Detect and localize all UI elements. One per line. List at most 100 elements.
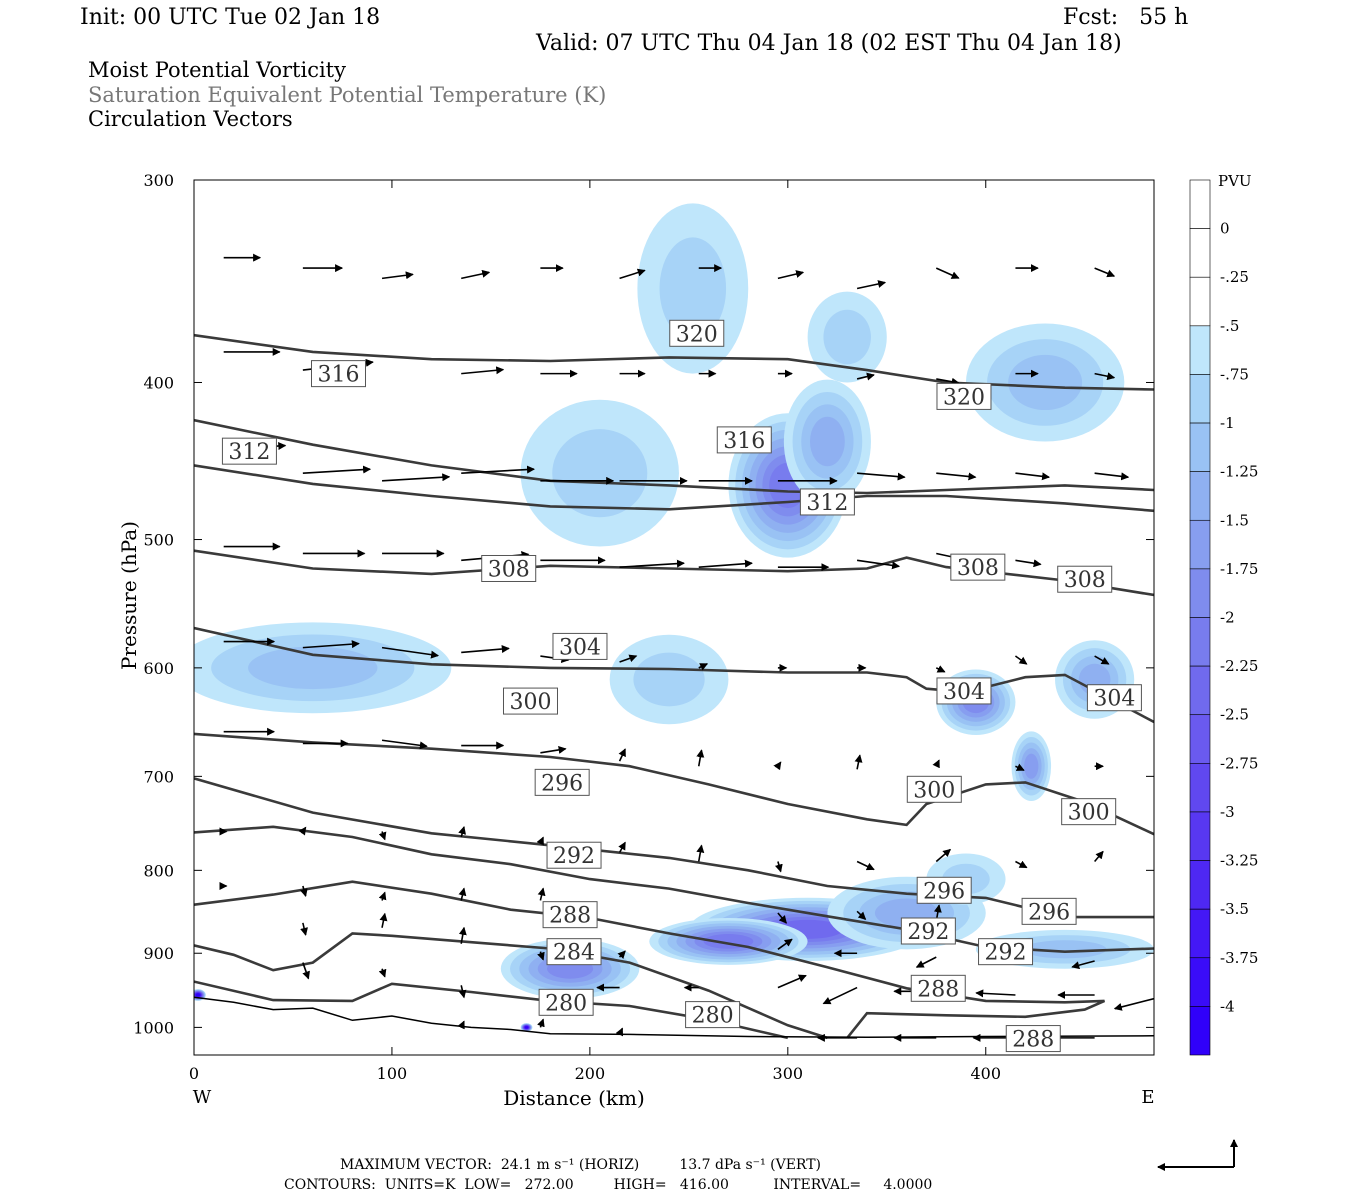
circulation-vector-14: [461, 366, 505, 375]
contour-label-320: 320: [676, 322, 718, 347]
circulation-vector-94: [617, 950, 626, 959]
y-tick-label-400: 400: [143, 373, 174, 392]
x-tick-label-300: 300: [773, 1064, 804, 1083]
circulation-vector-22: [1094, 372, 1116, 381]
circulation-vector-99: [1071, 960, 1095, 970]
circulation-vector-92: [458, 926, 467, 944]
contour-label-288: 288: [1012, 1028, 1054, 1053]
contour-label-320: 320: [943, 385, 985, 410]
colorbar-cell: [1189, 568, 1211, 618]
colorbar-cell: [1189, 471, 1211, 521]
y-tick-label-900: 900: [143, 944, 174, 963]
contour-label-304: 304: [559, 635, 601, 660]
contour-label-box: [310, 360, 366, 388]
contour-info: CONTOURS: UNITS=K LOW= 272.00 HIGH= 416.…: [284, 1177, 933, 1193]
circulation-vector-67: [932, 759, 940, 769]
colorbar-level-label: -.5: [1220, 317, 1239, 335]
y-tick-label-1000: 1000: [133, 1018, 174, 1037]
colorbar-level-label: -2: [1220, 609, 1235, 627]
colorbar-cell: [1189, 276, 1211, 327]
colorbar-cell: [1189, 1006, 1211, 1056]
circulation-vector-45: [1015, 559, 1042, 568]
circulation-vector-66: [854, 754, 863, 770]
circulation-vector-43: [856, 559, 901, 570]
x-axis-title: Distance (km): [503, 1086, 645, 1110]
valid-time: Valid: 07 UTC Thu 04 Jan 18 (02 EST Thu …: [536, 31, 1122, 56]
contour-label-312: 312: [806, 491, 848, 516]
circulation-vector-34: [1094, 472, 1130, 481]
x-tick-label-200: 200: [575, 1064, 606, 1083]
colorbar-level-label: -1.5: [1220, 511, 1249, 529]
plot-frame: [193, 179, 1155, 1056]
contour-label-box: [221, 437, 277, 465]
contour-label-box: [936, 382, 992, 410]
circulation-vector-101: [378, 968, 387, 978]
circulation-vector-100: [302, 962, 310, 980]
circulation-vector-51: [619, 654, 638, 663]
circulation-vector-84: [378, 891, 387, 901]
pv-shading-7: [633, 652, 705, 707]
theta-e-contour-316: [194, 418, 1154, 495]
circulation-vector-78: [856, 860, 875, 871]
y-tick-label-800: 800: [143, 861, 174, 880]
circulation-vector-31: [857, 472, 906, 481]
contour-label-box: [1057, 565, 1113, 593]
contour-label-284: 284: [553, 941, 595, 966]
pv-shading-16: [1023, 940, 1107, 959]
circulation-vector-55: [935, 665, 946, 673]
circulation-vector-110: [1113, 997, 1154, 1011]
contour-label-280: 280: [692, 1004, 734, 1029]
circulation-vector-72: [378, 831, 387, 841]
colorbar-level-label: -3.25: [1220, 852, 1258, 870]
x-tick-label-100: 100: [377, 1064, 408, 1083]
contour-label-312: 312: [228, 440, 270, 465]
pv-shading-5: [823, 309, 871, 365]
pv-shading-6: [248, 646, 378, 690]
y-axis-title: Pressure (hPa): [117, 521, 141, 670]
colorbar-level-label: -3.5: [1220, 900, 1249, 918]
circulation-vector-80: [1015, 860, 1028, 869]
circulation-vector-68: [1015, 763, 1025, 771]
circulation-vector-3: [461, 269, 491, 280]
circulation-vector-62: [540, 745, 567, 754]
colorbar-level-label: 0: [1220, 220, 1230, 238]
field-title-mpv: Moist Potential Vorticity: [88, 58, 346, 82]
colorbar-level-label: -.75: [1220, 365, 1249, 383]
colorbar-level-label: -2.25: [1220, 657, 1258, 675]
circulation-vector-108: [975, 989, 1016, 998]
circulation-vector-65: [773, 761, 782, 771]
pv-shading-4: [1008, 354, 1083, 411]
colorbar-cell: [1189, 860, 1211, 910]
plot-area: 320 320 316 316 312 312 308 308 308 304 304 304 300 3…: [194, 203, 1154, 1053]
circulation-vector-26: [461, 465, 536, 474]
theta-e-contour-300: [194, 732, 1154, 836]
colorbar-cell: [1189, 617, 1211, 667]
colorbar-level-label: -2.5: [1220, 706, 1249, 724]
colorbar-level-label: -.25: [1220, 268, 1249, 286]
contour-label-box: [546, 841, 602, 869]
colorbar-cell: [1189, 957, 1211, 1007]
y-tick-label-700: 700: [143, 767, 174, 786]
colorbar-cell: [1189, 714, 1211, 764]
theta-e-contour-280: [194, 980, 789, 1040]
contour-label-box: [502, 687, 558, 715]
y-tick-label-500: 500: [143, 531, 174, 550]
pv-shading-3: [809, 416, 845, 467]
colorbar-cell: [1189, 519, 1211, 570]
circulation-vector-86: [537, 887, 546, 901]
circulation-vector-32: [936, 472, 977, 481]
colorbar-cell: [1189, 763, 1211, 813]
pv-shading-1: [552, 429, 648, 518]
contour-label-300: 300: [1068, 801, 1110, 826]
y-tick-label-600: 600: [143, 659, 174, 678]
x-end-label-east: E: [1141, 1087, 1154, 1108]
theta-e-contour-296: [194, 777, 1154, 919]
circulation-vector-95: [777, 938, 793, 950]
circulation-vector-40: [619, 559, 685, 568]
pv-shading-17: [195, 993, 200, 997]
colorbar-cell: [1189, 179, 1211, 229]
colorbar-cell: [1189, 665, 1211, 716]
circulation-vector-75: [618, 841, 626, 853]
circulation-vector-48: [381, 646, 440, 659]
circulation-vector-41: [698, 559, 753, 568]
